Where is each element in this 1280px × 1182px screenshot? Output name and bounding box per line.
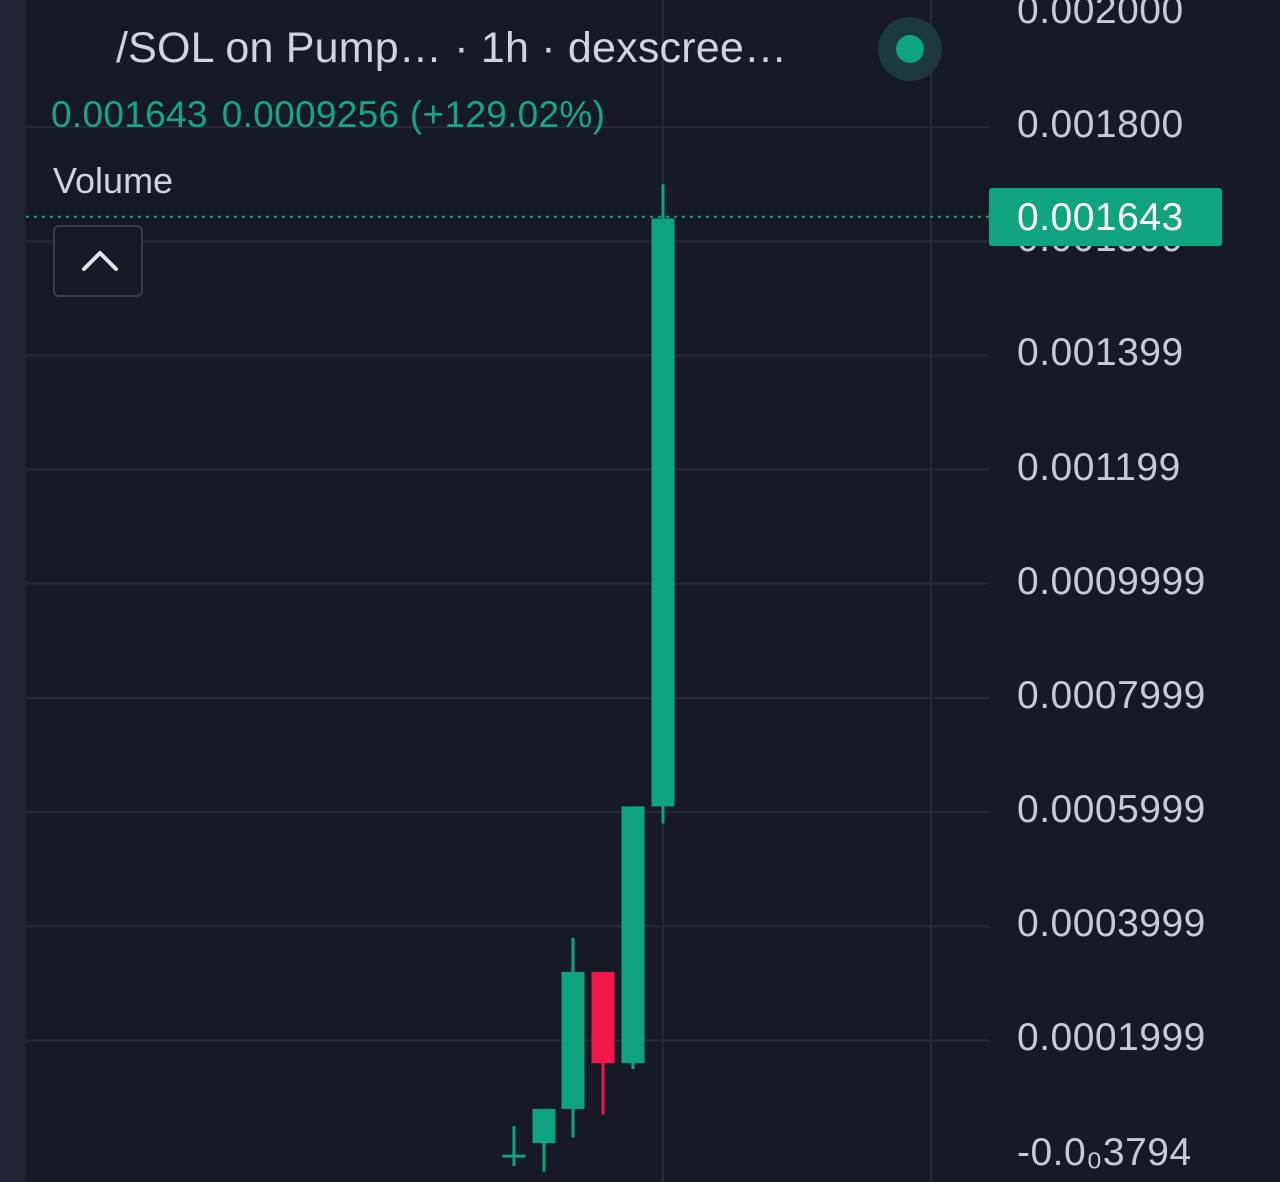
candle-body-up [561, 971, 585, 1109]
y-tick-label: 0.001800 [1017, 103, 1184, 147]
y-tick-label: 0.0001999 [1017, 1016, 1206, 1060]
candle [532, 1108, 556, 1172]
chevron-up-icon [82, 251, 118, 271]
candle-body-up [621, 806, 645, 1064]
collapse-legend-button[interactable] [53, 225, 143, 297]
last-price-label: 0.001643 [1017, 195, 1184, 239]
candle [502, 1126, 526, 1167]
y-tick-label: 0.0005999 [1017, 788, 1206, 832]
candle [591, 971, 615, 1115]
y-tick-label: -0.0₀3794 [1017, 1130, 1192, 1174]
grid-layer [26, 0, 989, 1182]
chart-header: /SOL on Pump… · 1h · dexscree… [26, 0, 986, 100]
volume-indicator-label[interactable]: Volume [53, 160, 174, 201]
y-tick-label: 0.001399 [1017, 331, 1184, 375]
close-price-value: 0.001643 [51, 94, 208, 135]
ohlc-legend: 0.001643 0.0009256 (+129.02%) [51, 94, 619, 136]
candle [651, 184, 675, 824]
candle-body-up [651, 218, 675, 807]
y-tick-label: 0.0003999 [1017, 902, 1206, 946]
candle-body-up [502, 1154, 526, 1158]
candle-layer [502, 184, 675, 1172]
symbol-title[interactable]: /SOL on Pump… · 1h · dexscree… [116, 24, 788, 72]
last-price-tag: 0.001643 [989, 187, 1222, 246]
price-change-value: 0.0009256 (+129.02%) [221, 94, 606, 135]
y-tick-label: 0.0009999 [1017, 559, 1206, 603]
candle-body-down [591, 971, 615, 1064]
candle [561, 937, 585, 1138]
y-tick-label: 0.0007999 [1017, 673, 1206, 717]
y-tick-label: 0.001199 [1017, 445, 1181, 489]
live-status-icon [878, 17, 942, 81]
candle-body-up [532, 1108, 556, 1144]
candle [621, 806, 645, 1069]
left-panel-edge [0, 0, 26, 1182]
y-tick-label: 0.002000 [1017, 0, 1184, 32]
